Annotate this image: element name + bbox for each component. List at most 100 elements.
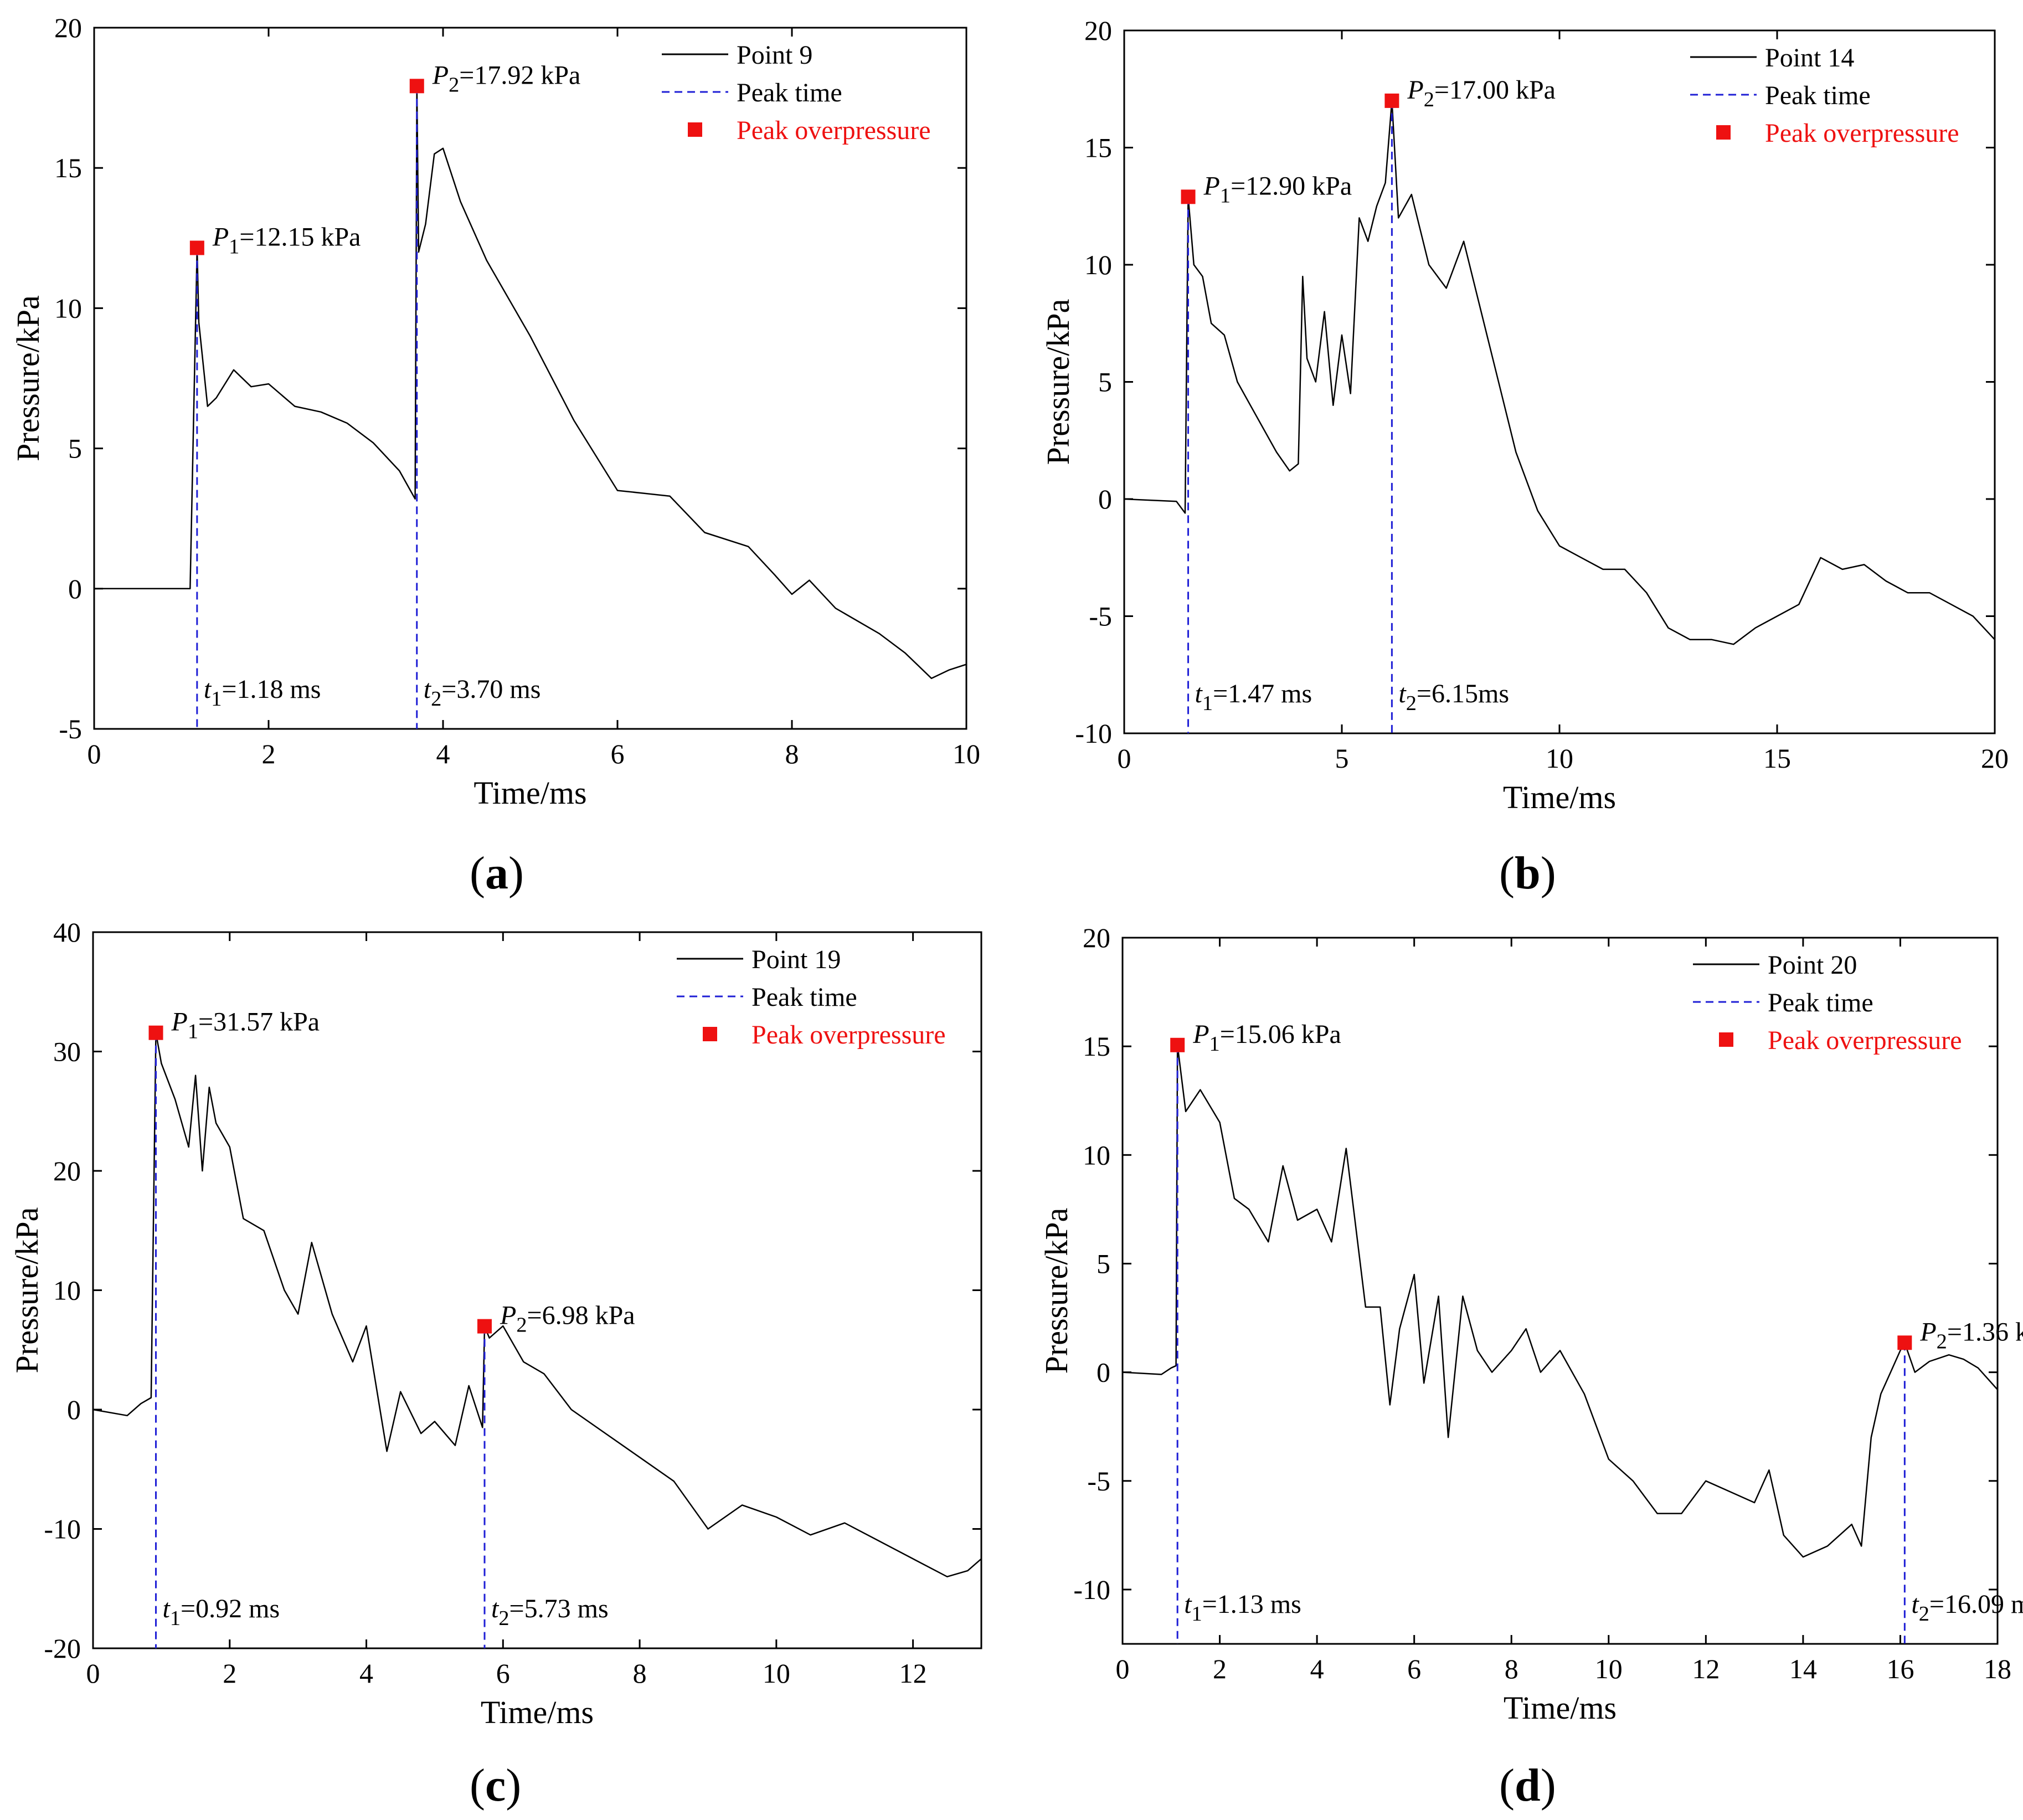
plot-frame-a	[93, 27, 967, 730]
y-tick-label-a: 15	[54, 152, 82, 183]
legend-swatch-marker-a	[688, 122, 702, 137]
peak-value-label-c-2: P2=6.98 kPa	[500, 1301, 635, 1337]
y-tick-label-a: 5	[68, 433, 82, 464]
peak-value-label-d-1: P1=15.06 kPa	[1192, 1020, 1341, 1056]
peak-marker-d-2	[1897, 1335, 1912, 1350]
legend-entry-c: Point 19	[751, 945, 841, 974]
panel-label-a: (a)	[470, 847, 524, 899]
series-line-c	[92, 1032, 982, 1577]
chart-svg-d: 0 2 4 6 8 10 12 14 16 18 -10 -5 0 5 10 15 20 Time/ms Press…	[1038, 922, 2023, 1726]
peak-time-label-d-1: t1=1.13 ms	[1184, 1590, 1301, 1626]
y-tick-label-b: 10	[1084, 249, 1112, 280]
peak-time-label-a-1: t1=1.18 ms	[204, 675, 321, 711]
legend-entry-b: Peak time	[1765, 81, 1871, 110]
x-axis-label-c: Time/ms	[481, 1694, 594, 1730]
y-tick-label-c: -10	[44, 1514, 81, 1545]
x-tick-label-d: 2	[1213, 1653, 1227, 1684]
legend-entry-a: Peak time	[737, 78, 842, 107]
peak-value-label-a-2: P2=17.92 kPa	[432, 60, 581, 96]
peak-marker-b-1	[1181, 189, 1196, 204]
peak-time-label-d-2: t2=16.09 ms	[1911, 1590, 2023, 1626]
y-tick-label-c: 0	[67, 1394, 81, 1425]
y-tick-label-d: 20	[1083, 922, 1110, 953]
peak-time-label-a-2: t2=3.70 ms	[424, 675, 541, 711]
y-axis-label-c: Pressure/kPa	[9, 1207, 45, 1374]
peak-time-label-c-1: t1=0.92 ms	[163, 1594, 280, 1630]
y-tick-label-c: 20	[53, 1155, 81, 1186]
x-tick-label-c: 2	[223, 1658, 236, 1689]
peak-value-label-a-1: P1=12.15 kPa	[212, 223, 361, 259]
chart-svg-c: 0 2 4 6 8 10 12 -20 -10 0 10 20 30 40 Time/ms Pressure/…	[9, 917, 982, 1730]
x-tick-label-d: 10	[1595, 1653, 1623, 1684]
series-line-d	[1122, 1044, 1998, 1558]
x-tick-label-d: 12	[1692, 1653, 1720, 1684]
chart-panel-b: 0 5 10 15 20 -10 -5 0 5 10 15 20 Time/ms Pressure/kPa…	[1012, 0, 2023, 910]
x-tick-label-a: 10	[953, 738, 980, 769]
x-tick-label-c: 10	[763, 1658, 790, 1689]
chart-svg-a: 0 2 4 6 8 10-505101520Time/msPressure/kPaP1=1…	[10, 12, 980, 811]
x-tick-label-c: 4	[359, 1658, 373, 1689]
x-tick-label-c: 8	[633, 1658, 647, 1689]
plot-frame-d	[1121, 937, 1999, 1645]
x-tick-label-d: 18	[1984, 1653, 2011, 1684]
y-tick-label-a: 10	[54, 292, 82, 323]
chart-svg-b: 0 5 10 15 20 -10 -5 0 5 10 15 20 Time/ms Pressure/kPa…	[1040, 15, 2009, 815]
x-tick-label-b: 10	[1546, 743, 1573, 774]
x-tick-label-d: 14	[1789, 1653, 1817, 1684]
y-tick-label-b: 5	[1098, 367, 1112, 398]
legend-swatch-marker-d	[1719, 1032, 1733, 1047]
x-tick-label-b: 20	[1981, 743, 2009, 774]
y-tick-label-b: -5	[1089, 601, 1112, 632]
y-tick-label-c: -20	[44, 1633, 81, 1664]
legend-entry-d: Point 20	[1768, 950, 1857, 980]
y-tick-label-a: 20	[54, 12, 82, 43]
y-tick-label-c: 30	[53, 1036, 81, 1067]
y-axis-label-a: Pressure/kPa	[10, 295, 46, 461]
y-tick-label-d: -10	[1073, 1574, 1110, 1605]
peak-time-label-c-2: t2=5.73 ms	[491, 1594, 609, 1630]
peak-value-label-b-2: P2=17.00 kPa	[1407, 75, 1556, 111]
y-axis-label-b: Pressure/kPa	[1040, 299, 1076, 465]
panel-label-c: (c)	[470, 1760, 522, 1811]
x-tick-label-a: 4	[436, 738, 450, 769]
y-tick-label-b: 20	[1084, 15, 1112, 46]
peak-time-label-b-2: t2=6.15ms	[1398, 679, 1509, 715]
peak-marker-b-2	[1384, 93, 1399, 108]
peak-time-label-b-1: t1=1.47 ms	[1195, 679, 1312, 715]
legend-swatch-marker-b	[1716, 125, 1731, 140]
y-tick-label-d: 0	[1097, 1357, 1110, 1388]
chart-panel-c: 0 2 4 6 8 10 12 -20 -10 0 10 20 30 40 Time/ms Pressure/…	[0, 910, 1011, 1820]
peak-marker-c-2	[477, 1319, 492, 1334]
y-tick-label-b: 0	[1098, 484, 1112, 515]
y-tick-label-d: 10	[1083, 1139, 1110, 1170]
chart-panel-a: 0 2 4 6 8 10 -5 0 5 10 15 20 Time/ms Pressure/kPa P1=1…	[0, 0, 1011, 910]
peak-marker-a-1	[189, 240, 204, 255]
y-tick-label-d: -5	[1087, 1466, 1110, 1497]
x-tick-label-d: 16	[1886, 1653, 1914, 1684]
y-tick-label-d: 5	[1097, 1248, 1110, 1279]
x-tick-label-d: 4	[1310, 1653, 1324, 1684]
x-tick-label-a: 2	[262, 738, 276, 769]
x-tick-label-b: 15	[1763, 743, 1791, 774]
peak-value-label-c-1: P1=31.57 kPa	[171, 1007, 320, 1043]
peak-value-label-b-1: P1=12.90 kPa	[1203, 171, 1352, 207]
x-tick-label-b: 5	[1335, 743, 1349, 774]
peak-value-label-d-2: P2=1.36 kPa	[1919, 1317, 2023, 1353]
legend-entry-a: Point 9	[737, 40, 812, 70]
x-tick-label-a: 6	[611, 738, 625, 769]
x-axis-label-a: Time/ms	[473, 775, 586, 811]
y-tick-label-c: 10	[53, 1275, 81, 1306]
x-axis-label-b: Time/ms	[1503, 779, 1616, 815]
peak-marker-d-1	[1170, 1037, 1185, 1052]
x-tick-label-d: 8	[1505, 1653, 1518, 1684]
legend-entry-b: Point 14	[1765, 43, 1854, 73]
x-tick-label-d: 0	[1116, 1653, 1130, 1684]
x-tick-label-c: 6	[496, 1658, 510, 1689]
x-axis-label-d: Time/ms	[1504, 1690, 1617, 1726]
legend-entry-d: Peak time	[1768, 988, 1873, 1017]
y-tick-label-b: -10	[1075, 718, 1112, 749]
y-tick-label-d: 15	[1083, 1031, 1110, 1062]
legend-entry-d: Peak overpressure	[1768, 1026, 1962, 1055]
x-tick-label-c: 12	[899, 1658, 927, 1689]
peak-marker-c-1	[148, 1025, 163, 1040]
